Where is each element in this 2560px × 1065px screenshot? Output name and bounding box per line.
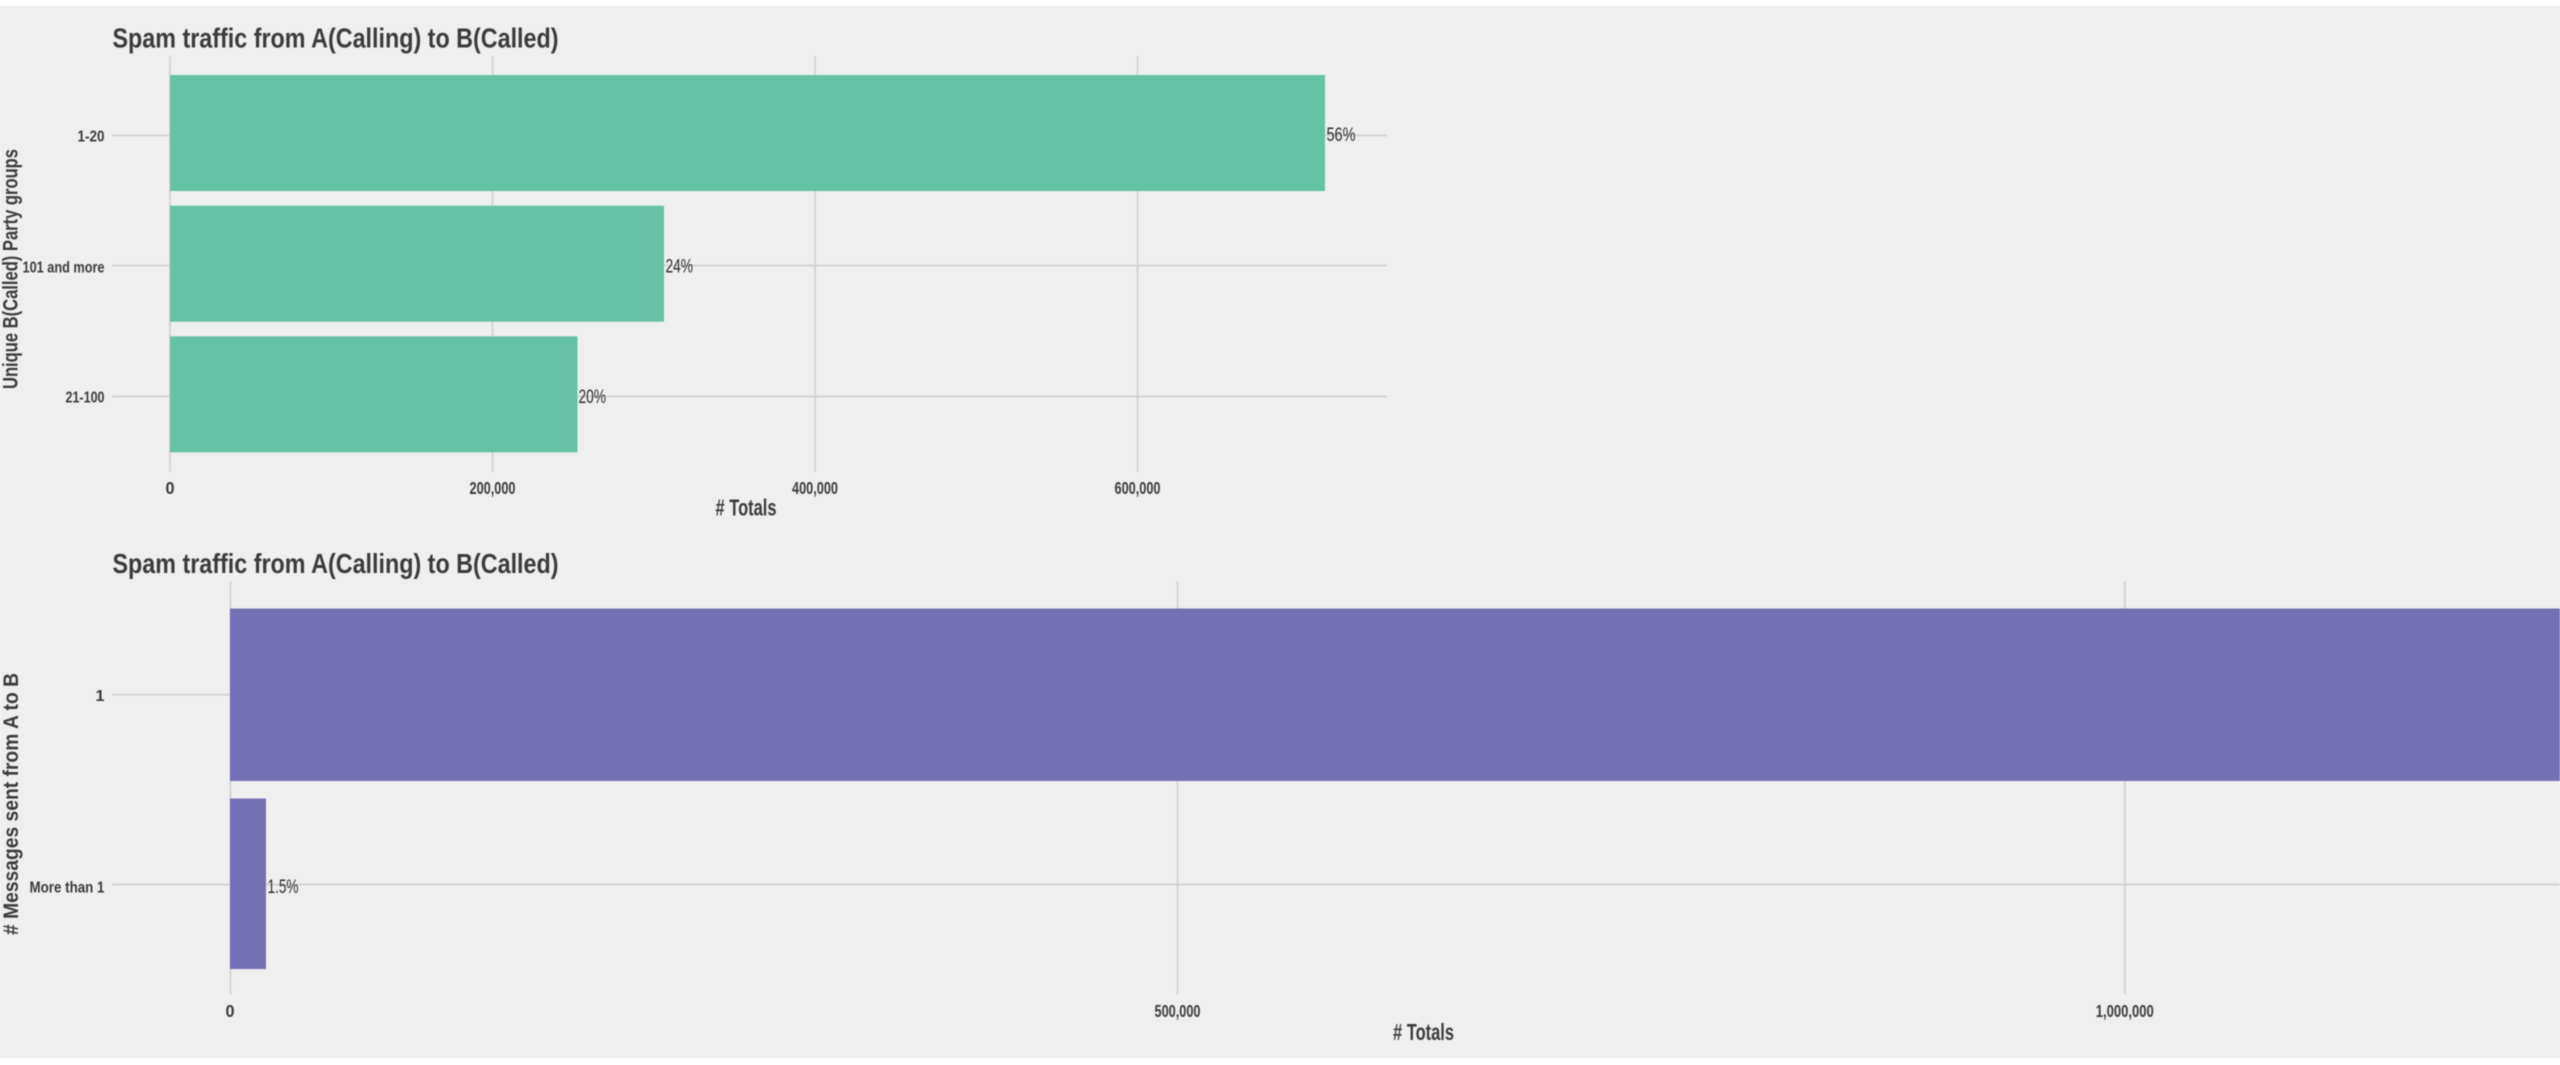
svg-text:# Messages sent from A to B: # Messages sent from A to B [0, 673, 23, 935]
svg-text:101 and more: 101 and more [23, 260, 105, 277]
svg-text:Spam traffic from A(Calling) t: Spam traffic from A(Calling) to B(Called… [113, 23, 559, 54]
svg-text:1.5%: 1.5% [268, 877, 299, 898]
svg-text:20%: 20% [579, 387, 607, 408]
svg-text:1: 1 [96, 688, 105, 705]
svg-text:500,000: 500,000 [1155, 1001, 1201, 1021]
svg-text:# Totals: # Totals [1393, 1019, 1454, 1045]
svg-text:200,000: 200,000 [470, 478, 516, 498]
svg-text:Spam traffic from A(Calling) t: Spam traffic from A(Calling) to B(Called… [113, 548, 559, 579]
svg-text:56%: 56% [1327, 125, 1356, 146]
svg-text:0: 0 [166, 478, 175, 498]
svg-text:24%: 24% [666, 257, 694, 278]
svg-text:1-20: 1-20 [78, 129, 105, 146]
svg-text:# Totals: # Totals [716, 495, 777, 521]
svg-text:21-100: 21-100 [66, 390, 105, 407]
svg-text:1,000,000: 1,000,000 [2096, 1001, 2154, 1021]
svg-text:Unique B(Called) Party groups: Unique B(Called) Party groups [0, 149, 23, 389]
svg-text:400,000: 400,000 [792, 478, 838, 498]
svg-text:600,000: 600,000 [1115, 478, 1161, 498]
svg-text:More than 1: More than 1 [30, 880, 105, 897]
svg-text:0: 0 [226, 1001, 235, 1021]
